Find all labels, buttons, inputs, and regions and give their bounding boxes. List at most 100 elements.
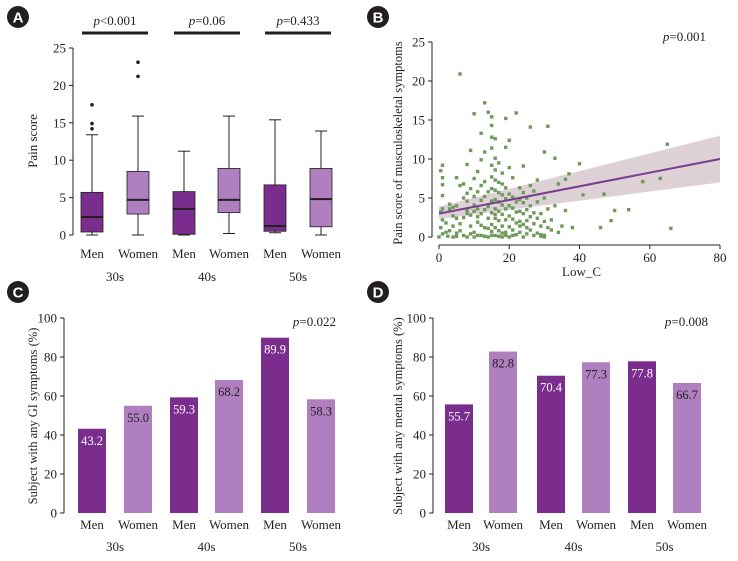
- scatter-point: [468, 213, 473, 217]
- scatter-point: [489, 222, 494, 227]
- scatter-point: [489, 186, 494, 191]
- panel-badge-label: C: [13, 285, 24, 302]
- scatter-point: [507, 204, 511, 208]
- panel-b-y-tick-label: 5: [419, 191, 426, 206]
- scatter-point: [504, 197, 508, 201]
- scatter-point: [482, 150, 487, 154]
- scatter-point: [549, 228, 554, 232]
- scatter-point: [514, 200, 518, 204]
- panel-b-x-tick-label: 60: [643, 250, 656, 265]
- scatter-point: [461, 196, 466, 200]
- scatter-point: [451, 235, 455, 239]
- panel-a-p-value: p=0.433: [275, 13, 319, 28]
- scatter-point: [521, 190, 525, 195]
- scatter-point: [500, 182, 504, 186]
- scatter-point: [439, 225, 443, 230]
- box-x-label-men: Men: [80, 246, 104, 261]
- scatter-point: [479, 183, 483, 188]
- scatter-point: [500, 193, 504, 197]
- scatter-point: [440, 232, 445, 236]
- bar-x-label-men: Men: [447, 517, 471, 532]
- bar-data-label: 59.3: [173, 402, 195, 416]
- scatter-point: [521, 200, 525, 205]
- panel-b-x-label: Low_C: [562, 264, 601, 279]
- scatter-point: [489, 123, 494, 128]
- scatter-point: [525, 218, 529, 223]
- scatter-point: [535, 200, 540, 204]
- scatter-point: [612, 208, 617, 213]
- box-x-label-men: Men: [263, 246, 287, 261]
- scatter-point: [504, 233, 508, 238]
- panel-a-p-value: p=0.06: [188, 13, 226, 28]
- panel-badge-c: [7, 281, 29, 303]
- scatter-point: [475, 220, 480, 224]
- scatter-point: [489, 135, 494, 139]
- box-iqr: [172, 191, 196, 235]
- scatter-point: [514, 111, 518, 115]
- panel-a-y-tick-label: 0: [60, 228, 67, 243]
- panel-b-p-value: p=0.001: [662, 29, 706, 44]
- confidence-band: [439, 135, 720, 220]
- panel-b-y-tick-label: 20: [412, 74, 425, 89]
- scatter-point: [465, 208, 469, 213]
- scatter-point: [472, 194, 476, 199]
- panel-d-y-tick-label: 60: [413, 389, 426, 404]
- scatter-point: [486, 226, 490, 231]
- panel-a-group-label: 50s: [289, 269, 307, 284]
- panel-b-x-tick-label: 40: [573, 250, 586, 265]
- scatter-point: [546, 207, 550, 211]
- panel-a-p-value: p<0.001: [92, 13, 136, 28]
- panel-badge-b: [367, 6, 389, 28]
- panel-d-y-tick-label: 100: [407, 311, 427, 326]
- scatter-point: [493, 233, 497, 238]
- scatter-point: [479, 223, 483, 227]
- scatter-point: [658, 176, 662, 181]
- scatter-point: [546, 225, 550, 230]
- bar-data-label: 82.8: [492, 357, 514, 371]
- scatter-point: [465, 235, 469, 239]
- panel-c-y-tick-label: 40: [44, 428, 57, 443]
- scatter-point: [468, 148, 473, 153]
- scatter-point: [497, 190, 501, 195]
- panel-badge-a: [7, 6, 29, 28]
- scatter-point: [497, 180, 501, 185]
- scatter-point: [504, 116, 508, 121]
- scatter-point: [528, 204, 533, 208]
- scatter-point: [542, 233, 547, 238]
- panel-a-group-label: 30s: [106, 269, 124, 284]
- panel-c-p-value: p=0.022: [292, 314, 336, 329]
- scatter-point: [493, 197, 497, 202]
- box-iqr: [126, 171, 150, 215]
- scatter-point: [465, 211, 469, 216]
- scatter-point: [535, 178, 540, 182]
- scatter-point: [497, 218, 501, 223]
- scatter-point: [525, 196, 529, 200]
- scatter-point: [532, 222, 536, 226]
- scatter-point: [518, 224, 522, 228]
- box-50s-men: [263, 119, 287, 234]
- scatter-point: [507, 165, 511, 170]
- bar-30s-men: [445, 404, 473, 513]
- scatter-point: [511, 228, 515, 232]
- scatter-point: [542, 219, 547, 224]
- scatter-point: [437, 235, 441, 239]
- bar-data-label: 70.4: [540, 381, 563, 395]
- scatter-point: [507, 214, 511, 218]
- panel-a-y-tick-label: 10: [53, 153, 66, 168]
- scatter-point: [500, 212, 504, 217]
- scatter-point: [465, 162, 469, 167]
- scatter-point: [511, 195, 515, 199]
- scatter-point: [497, 209, 501, 213]
- scatter-point: [465, 191, 469, 196]
- scatter-point: [518, 186, 522, 190]
- scatter-point: [497, 161, 501, 165]
- bar-30s-women: [489, 351, 517, 513]
- scatter-point: [454, 216, 459, 220]
- scatter-point: [518, 219, 522, 224]
- box-iqr: [217, 168, 241, 213]
- panel-b-y-tick-label: 10: [412, 152, 425, 167]
- panel-badge-d: [367, 281, 389, 303]
- box-50s-women: [309, 130, 333, 236]
- scatter-point: [440, 193, 445, 198]
- bar-data-label: 68.2: [218, 385, 240, 399]
